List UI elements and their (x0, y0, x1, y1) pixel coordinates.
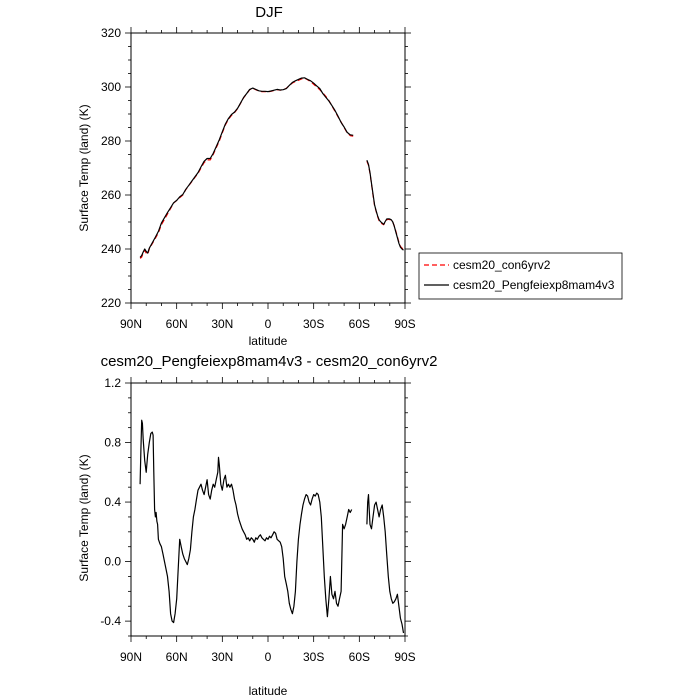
y-tick-label: -0.4 (100, 614, 121, 628)
series-1-line-segment-1 (139, 419, 353, 624)
y-axis-label: Surface Temp (land) (K) (77, 104, 91, 231)
series-layer (139, 77, 404, 259)
y-tick-label: 260 (101, 188, 121, 202)
y-tick-label: 0.4 (104, 495, 121, 509)
y-tick-label: 0.8 (104, 436, 121, 450)
legend-label-series-2: cesm20_Pengfeiexp8mam4v3 (453, 278, 615, 292)
series-layer (139, 419, 405, 634)
x-tick-label: 90S (394, 317, 415, 331)
y-tick-label: 240 (101, 242, 121, 256)
x-tick-label: 60S (349, 650, 370, 664)
y-tick-label: 0.0 (104, 555, 121, 569)
bottom-chart: cesm20_Pengfeiexp8mam4v3 - cesm20_con6yr… (77, 353, 437, 698)
chart-title: cesm20_Pengfeiexp8mam4v3 - cesm20_con6yr… (101, 353, 438, 370)
x-tick-label: 30N (211, 317, 233, 331)
x-tick-label: 0 (265, 317, 272, 331)
legend: cesm20_con6yrv2 cesm20_Pengfeiexp8mam4v3 (418, 252, 623, 300)
y-tick-label: 280 (101, 134, 121, 148)
x-axis-label: latitude (249, 684, 288, 698)
x-tick-label: 60N (166, 650, 188, 664)
series-1-line-segment-1 (139, 77, 354, 259)
y-axis-label: Surface Temp (land) (K) (77, 454, 91, 581)
plot-frame (130, 32, 406, 304)
x-tick-label: 0 (265, 650, 272, 664)
legend-box (418, 252, 623, 300)
x-tick-label: 90S (394, 650, 415, 664)
y-tick-label: 1.2 (104, 376, 121, 390)
tick-layer: 90N 60N 30N 0 30S 60S 90S 220 240 260 280 300 320 (101, 26, 416, 331)
series-1-line-segment-2 (366, 161, 404, 250)
chart-title: DJF (255, 4, 283, 21)
series-2-line-segment-2 (366, 159, 404, 251)
x-tick-label: 60N (166, 317, 188, 331)
tick-layer: 90N 60N 30N 0 30S 60S 90S -0.4 0.0 0.4 0.8 1.2 (100, 376, 415, 664)
series-2-line-segment-1 (139, 77, 354, 258)
y-tick-label: 320 (101, 26, 121, 40)
y-tick-label: 300 (101, 80, 121, 94)
plot-frame (130, 382, 406, 637)
x-tick-label: 90N (120, 650, 142, 664)
x-tick-label: 60S (349, 317, 370, 331)
x-tick-label: 90N (120, 317, 142, 331)
x-tick-label: 30S (303, 317, 324, 331)
x-axis-label: latitude (249, 334, 288, 348)
x-tick-label: 30N (211, 650, 233, 664)
series-1-line-segment-2 (366, 494, 405, 634)
x-tick-label: 30S (303, 650, 324, 664)
top-chart: DJF 90N 60N 30N 0 30S 60S 90S 220 240 260 280 300 32… (77, 4, 623, 348)
y-tick-label: 220 (101, 296, 121, 310)
legend-label-series-1: cesm20_con6yrv2 (453, 258, 551, 272)
